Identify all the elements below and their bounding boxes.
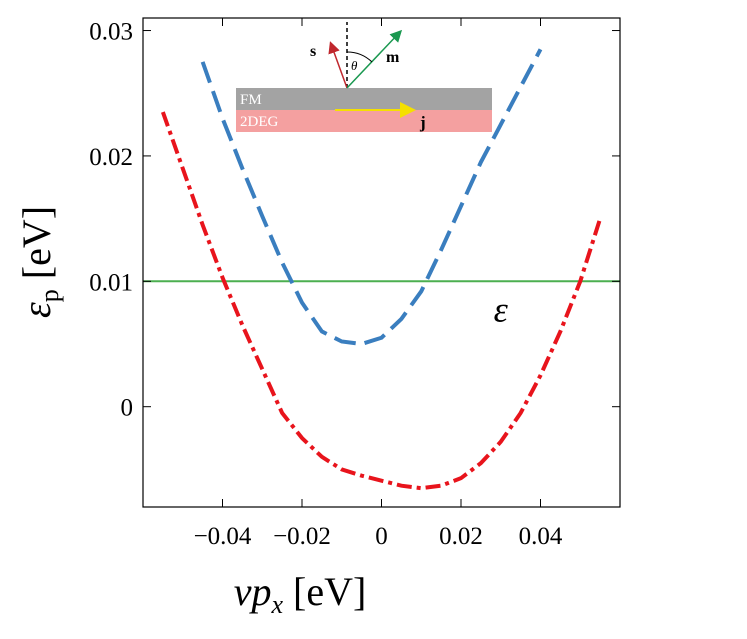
curve: [160, 111, 603, 491]
theta-label: θ: [351, 58, 358, 73]
y-title-sub: p: [35, 289, 64, 302]
fm-label: FM: [240, 92, 262, 108]
x-title-symbol: vp: [234, 569, 272, 614]
x-title-sub: x: [270, 590, 283, 619]
curve: [200, 48, 543, 347]
2deg-label: 2DEG: [240, 114, 278, 130]
inset: FM 2DEG j s m θ: [236, 22, 492, 132]
y-title-unit: [eV]: [14, 206, 59, 279]
y-axis-title: εp [eV]: [14, 206, 64, 318]
s-arrow: [328, 41, 348, 89]
y-tick-label: 0.02: [89, 144, 133, 171]
2deg-layer: [236, 110, 492, 132]
reference-label: ε: [494, 289, 509, 329]
x-tick-label: −0.04: [194, 523, 252, 550]
x-tick-label: 0.04: [519, 523, 563, 550]
m-label: m: [386, 49, 400, 66]
x-axis-title: vpx [eV]: [234, 569, 367, 619]
x-title-unit: [eV]: [293, 569, 366, 614]
y-tick-label: 0.03: [89, 19, 133, 46]
y-tick-label: 0.01: [89, 269, 133, 296]
plot-area: [143, 48, 620, 491]
theta-arc: [346, 51, 373, 63]
s-label: s: [310, 43, 316, 60]
y-tick-label: 0: [121, 395, 134, 422]
fm-layer: [236, 88, 492, 110]
j-label: j: [419, 113, 426, 132]
y-title-symbol: ε: [14, 302, 59, 318]
x-tick-label: −0.02: [273, 523, 331, 550]
x-tick-label: 0.02: [439, 523, 483, 550]
m-arrow: [346, 29, 403, 89]
x-tick-label: 0: [375, 523, 388, 550]
